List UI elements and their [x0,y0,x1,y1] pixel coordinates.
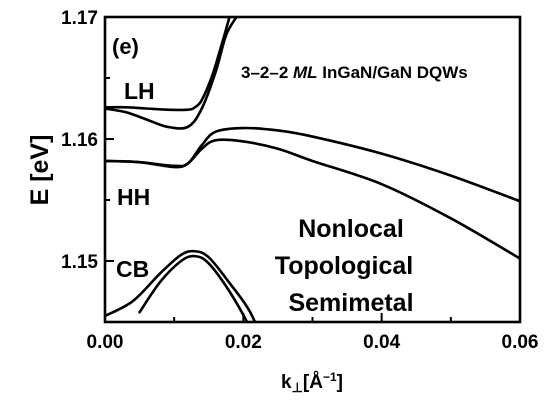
y-tick-label: 1.15 [61,252,98,273]
band-curve-hh-2 [105,126,520,203]
phase-label-line2: Topological [275,252,413,280]
phase-label-line3: Semimetal [288,289,413,317]
band-curve-cb-5 [138,254,249,322]
y-tick-label: 1.17 [61,8,98,29]
x-axis-title-base: k [281,372,292,393]
band-label-hh: HH [117,184,150,210]
panel-label: (e) [112,34,139,59]
band-label-cb: CB [116,256,149,282]
x-tick-label: 0.06 [502,332,539,353]
y-axis: 1.15 1.16 1.17 [61,8,114,323]
band-curve-hh-3 [105,138,520,260]
band-curves [105,17,520,322]
band-label-lh: LH [124,78,155,104]
x-axis-title-close: ] [337,372,343,393]
y-axis-title: E [eV] [26,135,54,206]
x-tick-label: 0.00 [87,332,124,353]
x-axis: 0.00 0.02 0.04 0.06 [87,313,539,353]
x-tick-label: 0.02 [225,332,262,353]
structure-label-prefix: 3–2–2 [241,63,293,82]
band-curve-lh-0 [105,17,238,130]
x-axis-title-sup: −1 [323,370,337,384]
x-axis-title-unit: [Å [303,372,323,393]
x-axis-title-sub: ⊥ [292,380,303,395]
x-axis-title: k⊥[Å−1] [281,370,343,395]
structure-label-suffix: InGaN/GaN DQWs [318,63,468,82]
band-curve-cb-4 [105,249,257,322]
structure-label-ml: ML [293,63,318,82]
band-curve-lh-1 [105,17,231,112]
y-tick-label: 1.16 [61,130,98,151]
x-tick-label: 0.04 [363,332,400,353]
phase-label-line1: Nonlocal [298,215,404,243]
structure-label: 3–2–2 ML InGaN/GaN DQWs [241,63,468,82]
